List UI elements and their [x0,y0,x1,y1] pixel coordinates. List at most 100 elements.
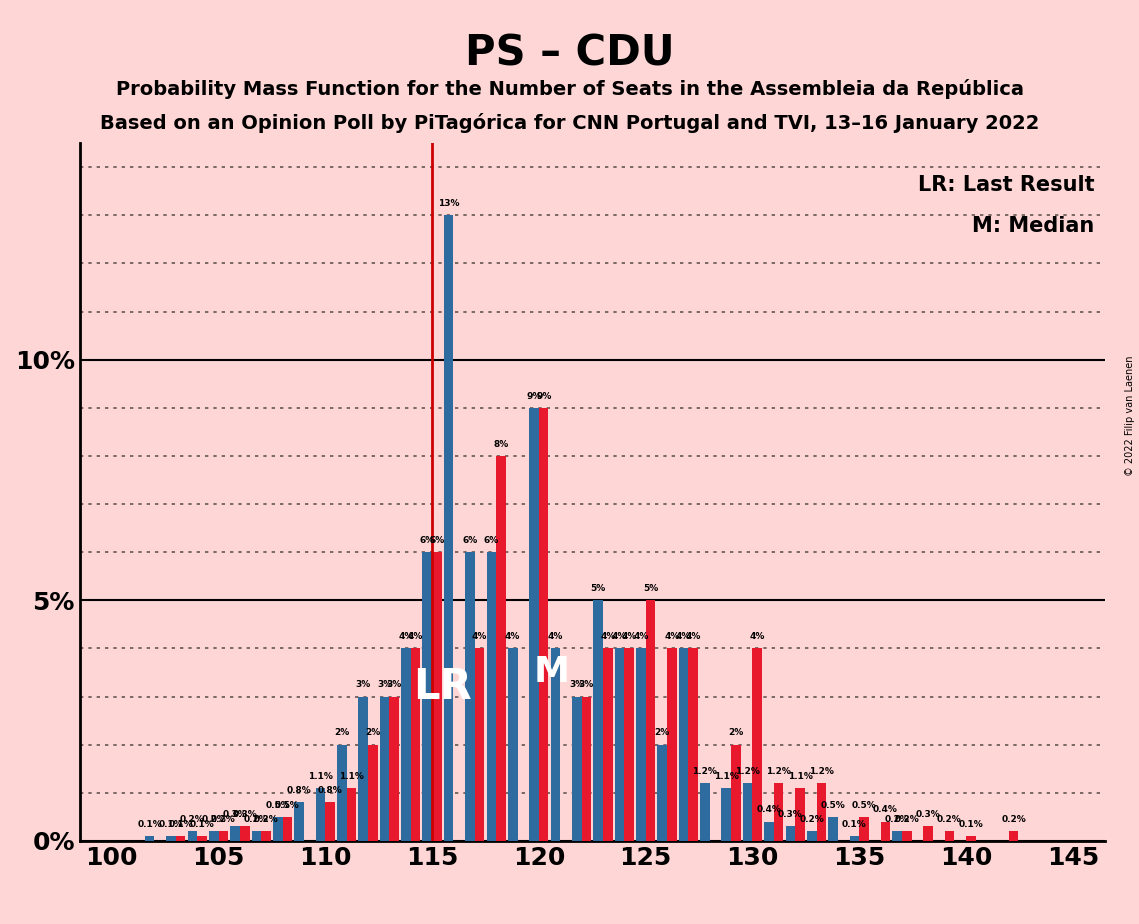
Text: 0.5%: 0.5% [821,800,845,809]
Text: 1.1%: 1.1% [308,772,333,781]
Text: 0.8%: 0.8% [318,786,343,796]
Text: 0.1%: 0.1% [842,820,867,829]
Bar [539,407,549,841]
Bar [444,215,453,841]
Bar [966,836,976,841]
Text: LR: Last Result: LR: Last Result [918,175,1095,195]
Text: 1.1%: 1.1% [787,772,812,781]
Text: Based on an Opinion Poll by PiTagórica for CNN Portugal and TVI, 13–16 January 2: Based on an Opinion Poll by PiTagórica f… [100,113,1039,133]
Bar [1009,832,1018,841]
Bar [166,836,175,841]
Text: 0.5%: 0.5% [265,800,290,809]
Text: 0.4%: 0.4% [872,806,898,814]
Text: 0.2%: 0.2% [244,815,269,824]
Bar [175,836,186,841]
Text: 0.2%: 0.2% [1001,815,1026,824]
Text: 0.1%: 0.1% [958,820,983,829]
Bar [240,826,249,841]
Text: 3%: 3% [355,680,371,689]
Text: 4%: 4% [686,632,700,641]
Text: © 2022 Filip van Laenen: © 2022 Filip van Laenen [1125,356,1134,476]
Bar [273,817,282,841]
Bar [892,832,902,841]
Bar [646,601,655,841]
Text: 5%: 5% [590,584,606,593]
Text: 4%: 4% [633,632,648,641]
Bar [346,788,357,841]
Bar [817,784,826,841]
Text: 0.1%: 0.1% [158,820,183,829]
Text: 4%: 4% [548,632,563,641]
Text: 0.8%: 0.8% [287,786,312,796]
Text: 0.2%: 0.2% [937,815,961,824]
Text: 0.1%: 0.1% [169,820,192,829]
Bar [615,649,624,841]
Bar [828,817,838,841]
Bar [368,745,378,841]
Bar [700,784,710,841]
Text: 3%: 3% [579,680,595,689]
Bar [188,832,197,841]
Bar [582,697,591,841]
Text: 4%: 4% [675,632,691,641]
Text: 4%: 4% [749,632,765,641]
Bar [902,832,911,841]
Text: 0.2%: 0.2% [894,815,919,824]
Text: 4%: 4% [472,632,487,641]
Bar [679,649,688,841]
Text: 4%: 4% [622,632,637,641]
Text: 5%: 5% [642,584,658,593]
Bar [197,836,207,841]
Bar [145,836,155,841]
Bar [924,826,933,841]
Bar [497,456,506,841]
Bar [401,649,411,841]
Bar [753,649,762,841]
Bar [657,745,667,841]
Text: 0.3%: 0.3% [223,810,247,820]
Bar [359,697,368,841]
Bar [721,788,731,841]
Bar [806,832,817,841]
Text: Probability Mass Function for the Number of Seats in the Assembleia da República: Probability Mass Function for the Number… [115,79,1024,99]
Bar [390,697,399,841]
Text: 0.5%: 0.5% [274,800,300,809]
Bar [786,826,795,841]
Bar [764,821,773,841]
Text: M: M [534,655,570,689]
Text: 4%: 4% [612,632,628,641]
Text: 0.3%: 0.3% [916,810,941,820]
Bar [603,649,613,841]
Text: 0.3%: 0.3% [778,810,803,820]
Bar [261,832,271,841]
Text: 4%: 4% [600,632,615,641]
Text: 6%: 6% [484,536,499,545]
Text: 0.2%: 0.2% [211,815,236,824]
Bar [572,697,582,841]
Text: 1.1%: 1.1% [339,772,364,781]
Bar [773,784,784,841]
Text: 0.4%: 0.4% [756,806,781,814]
Text: 0.3%: 0.3% [232,810,257,820]
Text: 9%: 9% [536,392,551,401]
Bar [688,649,698,841]
Bar [465,553,475,841]
Bar [337,745,346,841]
Bar [411,649,420,841]
Bar [593,601,603,841]
Text: 0.2%: 0.2% [180,815,205,824]
Text: 6%: 6% [462,536,477,545]
Bar [208,832,219,841]
Bar [282,817,293,841]
Text: 1.2%: 1.2% [809,767,834,776]
Text: 6%: 6% [429,536,444,545]
Text: 3%: 3% [386,680,402,689]
Text: 9%: 9% [526,392,542,401]
Bar [432,553,442,841]
Text: 0.2%: 0.2% [254,815,278,824]
Bar [294,802,304,841]
Text: 2%: 2% [334,728,350,737]
Text: 0.2%: 0.2% [885,815,910,824]
Bar [530,407,539,841]
Text: 4%: 4% [408,632,424,641]
